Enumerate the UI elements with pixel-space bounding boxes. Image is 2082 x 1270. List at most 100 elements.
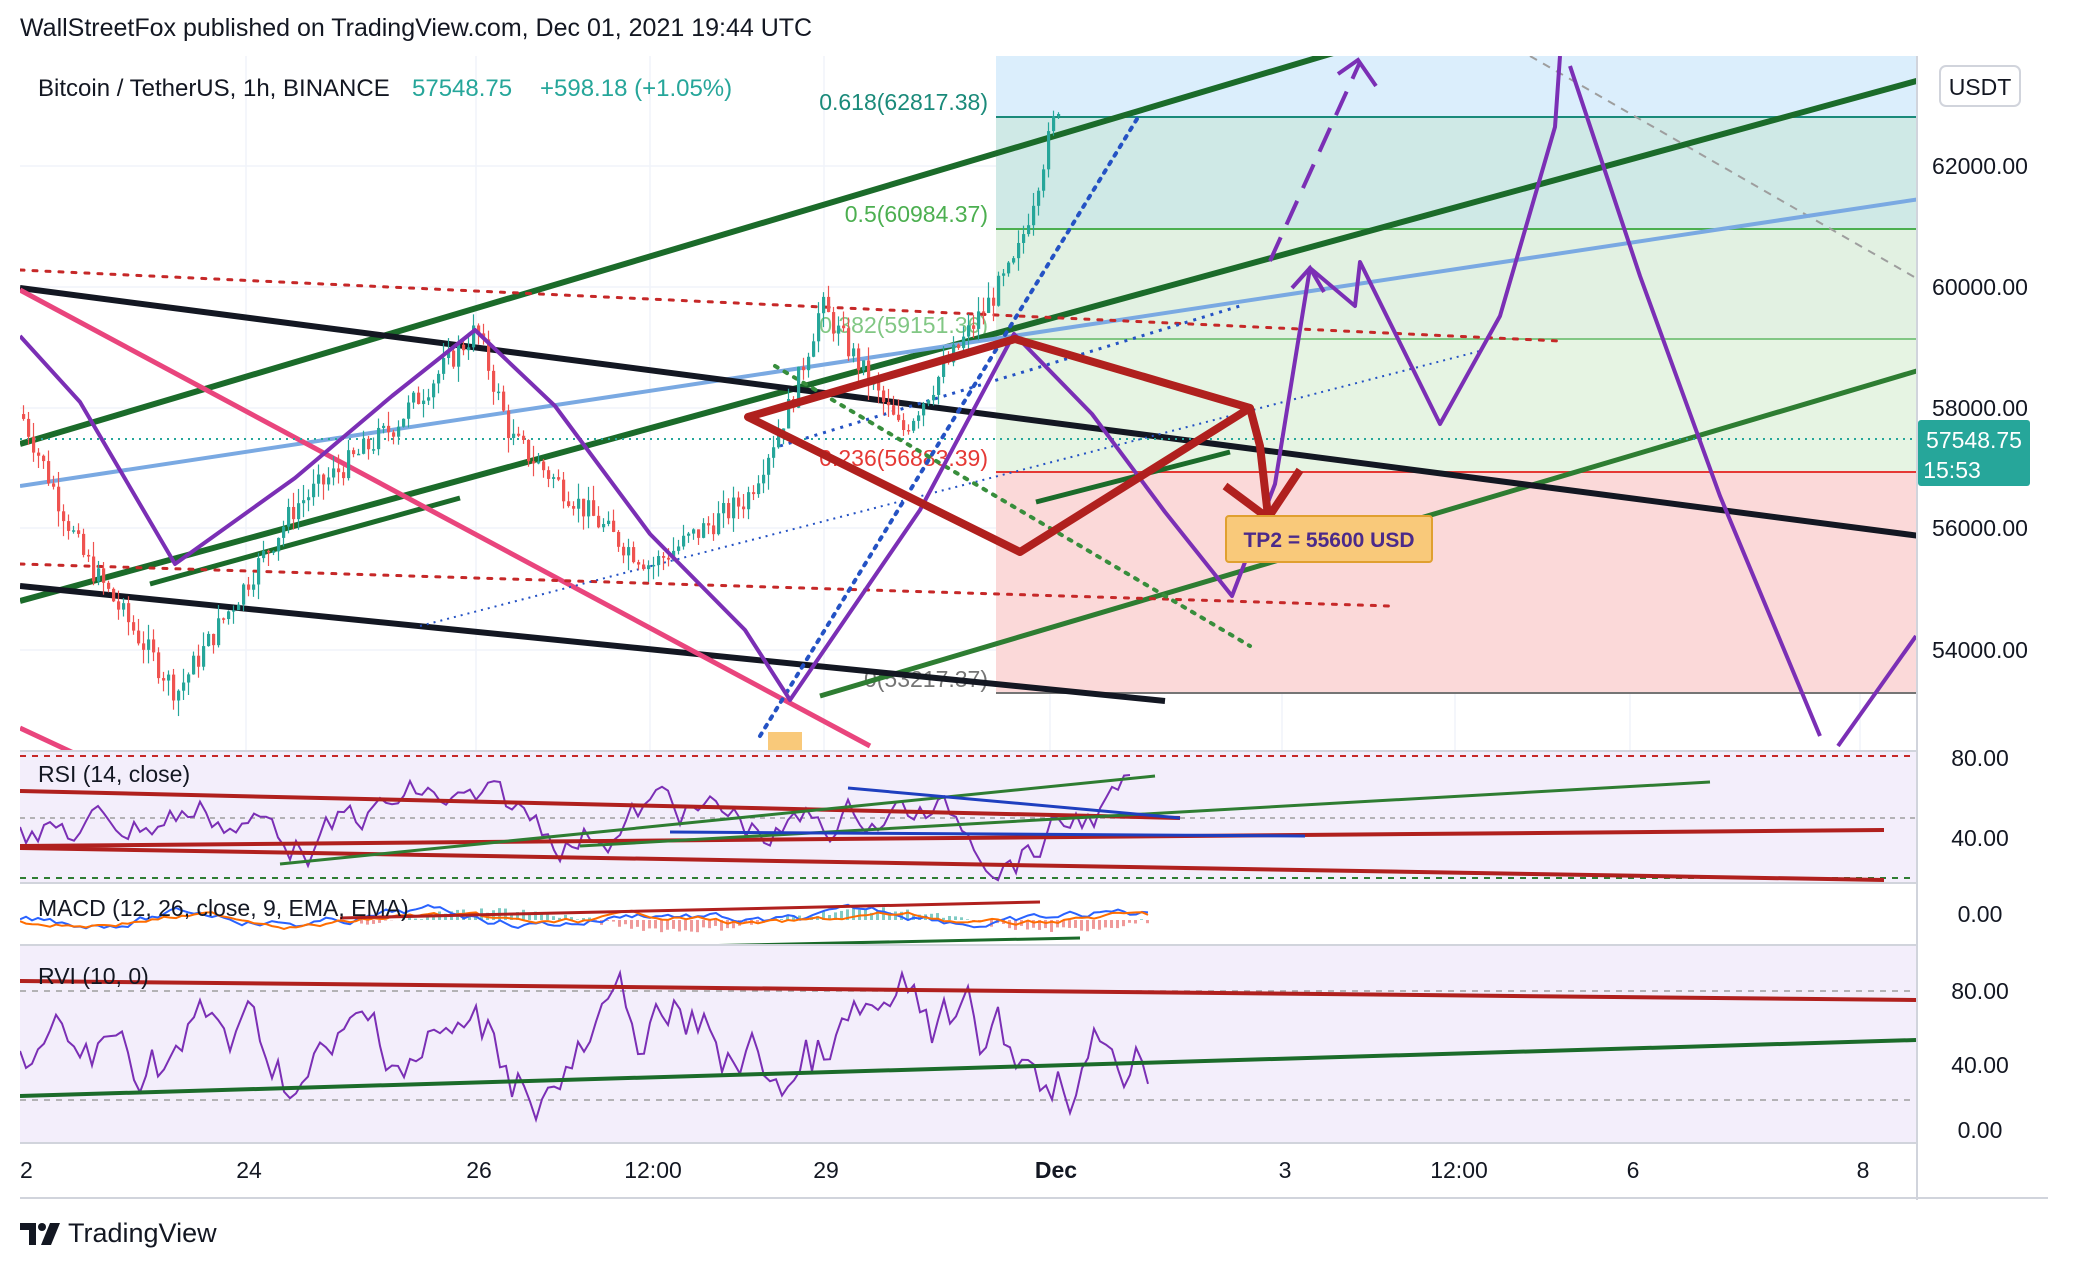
candle-body (692, 529, 696, 534)
macd-histogram-bar (888, 912, 891, 920)
candle-body (427, 397, 431, 401)
macd-histogram-bar (570, 917, 573, 920)
candle-body (592, 500, 596, 516)
macd-histogram-bar (1092, 920, 1095, 929)
candle-body (437, 373, 441, 384)
candle-body (932, 394, 936, 401)
candle-body (237, 604, 241, 611)
candle-body (172, 674, 176, 701)
candle-body (832, 312, 836, 334)
macd-histogram-bar (930, 913, 933, 920)
fib-label-05: 0.5(60984.37) (845, 201, 988, 227)
candle-body (612, 520, 616, 532)
candle-body (677, 546, 681, 551)
candle-body (757, 483, 761, 495)
candle-body (702, 523, 706, 538)
candle-body (487, 339, 491, 371)
macd-histogram-bar (708, 920, 711, 929)
candle-body (857, 348, 861, 371)
candle-body (982, 311, 986, 313)
macd-histogram-bar (1044, 920, 1047, 929)
symbol-name: Bitcoin / TetherUS, 1h, BINANCE (38, 75, 390, 102)
candle-body (512, 433, 516, 439)
black-wedge-upper[interactable] (20, 285, 1920, 539)
blue-dotted-shallow[interactable] (419, 350, 1481, 627)
macd-title: MACD (12, 26, close, 9, EMA, EMA) (38, 895, 409, 921)
candle-body (52, 483, 56, 487)
candle-body (547, 470, 551, 479)
candle-body (87, 554, 91, 557)
purple-projection-dashed[interactable] (1268, 61, 1362, 262)
purple-wave-recovery[interactable] (1836, 634, 1916, 748)
candle-body (897, 414, 901, 421)
tradingview-brand[interactable]: TradingView (20, 1218, 217, 1249)
event-marker[interactable] (768, 732, 802, 750)
pink-trend-line[interactable] (20, 287, 872, 749)
purple-wave-path[interactable] (20, 56, 1562, 702)
candle-body (222, 618, 226, 620)
purple-wave-down[interactable] (1568, 65, 1822, 737)
price-axis[interactable]: USDT 62000.00 60000.00 58000.00 56000.00… (1916, 56, 2030, 1200)
candle-body (197, 655, 201, 667)
candle-body (842, 325, 846, 329)
candle-body (232, 610, 236, 612)
candle-body (507, 410, 511, 439)
macd-histogram-bar (1128, 920, 1131, 923)
candle-body (152, 639, 156, 653)
green-channel-upper[interactable] (20, 56, 1340, 447)
candle-body (752, 492, 756, 495)
candle-body (377, 427, 381, 450)
candle-body (347, 450, 351, 479)
pink-lower-line[interactable] (20, 725, 80, 756)
candle-body (462, 344, 466, 351)
candle-body (412, 392, 416, 403)
red-dotted-resistance[interactable] (20, 268, 1562, 343)
currency-button[interactable] (1939, 65, 2021, 107)
price-tick-54000: 54000.00 (1932, 637, 2028, 663)
time-axis[interactable]: 2 24 26 12:00 29 Dec 3 12:00 6 8 (20, 1157, 2048, 1199)
candle-body (187, 674, 191, 683)
rvi-pane[interactable]: RVI (10, 0) (20, 946, 1916, 1142)
candle-body (1007, 262, 1011, 274)
price-pane[interactable]: 0.618(62817.38) 0.5(60984.37) 0.382(5915… (20, 56, 1920, 1142)
red-arrow-shaft[interactable] (1246, 406, 1272, 517)
candle-body (722, 503, 726, 514)
macd-histogram-bar (552, 916, 555, 920)
candle-body (807, 356, 811, 371)
macd-line (20, 903, 1149, 930)
price-tick-56000: 56000.00 (1932, 515, 2028, 541)
blue-dotted-steep[interactable] (758, 112, 1142, 738)
fib-zones (996, 56, 1916, 694)
candle-body (132, 622, 136, 631)
macd-pane[interactable]: MACD (12, 26, close, 9, EMA, EMA) (20, 895, 1149, 946)
candle-body (107, 582, 111, 589)
candle-body (1047, 131, 1051, 170)
time-tick-29: 29 (813, 1157, 839, 1183)
green-dotted-line[interactable] (773, 364, 1252, 648)
candle-body (477, 325, 481, 334)
macd-histogram-bar (408, 916, 411, 920)
macd-histogram-bar (540, 913, 543, 920)
candle-body (142, 643, 146, 650)
green-support-line[interactable] (149, 495, 461, 587)
candle-body (67, 521, 71, 531)
macd-histogram-bar (1026, 920, 1029, 930)
last-price-value: 57548.75 (1926, 427, 2022, 453)
macd-histogram-bar (534, 911, 537, 920)
candle-body (737, 497, 741, 507)
candle-body (337, 468, 341, 473)
rsi-pane[interactable]: RSI (14, close) (20, 752, 1916, 882)
tp2-label-box[interactable] (1225, 515, 1433, 563)
macd-histogram-bar (414, 918, 417, 920)
tradingview-name: TradingView (68, 1218, 217, 1248)
macd-histogram-bar (678, 920, 681, 932)
tradingview-logo-icon (20, 1222, 60, 1245)
black-wedge-lower[interactable] (20, 583, 1166, 704)
macd-histogram-bar (1086, 920, 1089, 932)
macd-histogram-bar (1104, 920, 1107, 928)
candle-body (1017, 242, 1021, 259)
macd-histogram-bar (918, 914, 921, 920)
candle-body (57, 486, 61, 512)
macd-histogram-bar (960, 917, 963, 920)
candle-body (327, 477, 331, 485)
